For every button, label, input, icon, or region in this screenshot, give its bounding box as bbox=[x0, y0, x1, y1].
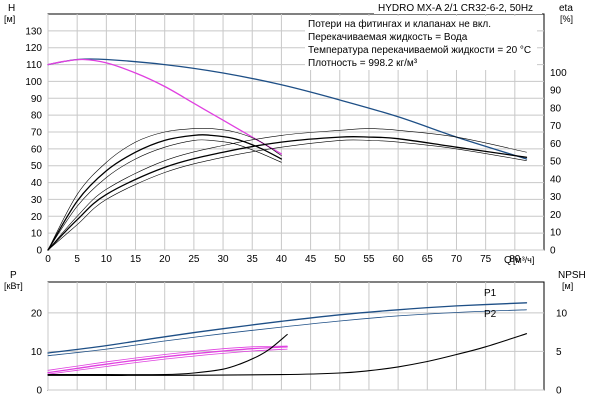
header-title-background bbox=[374, 1, 542, 14]
top-curve-1 bbox=[47, 58, 283, 155]
x-tick-label: 45 bbox=[305, 254, 317, 265]
bottom-curve-0 bbox=[47, 302, 528, 354]
bottom-curve-2 bbox=[47, 346, 288, 374]
bottom-series-group bbox=[47, 302, 528, 376]
y-left-axis-label-bottom: P bbox=[10, 270, 17, 281]
y-left-tick-label-top: 80 bbox=[31, 111, 43, 122]
bottom-curve-6 bbox=[47, 333, 528, 376]
top-curve-0 bbox=[47, 58, 528, 160]
y-right-tick-label-top: 60 bbox=[550, 139, 562, 150]
y-right-tick-label-bottom: 0 bbox=[556, 386, 562, 397]
y-left-tick-label-top: 120 bbox=[25, 43, 42, 54]
x-tick-label: 75 bbox=[480, 254, 492, 265]
y-right-tick-label-bottom: 10 bbox=[556, 308, 568, 319]
bottom-curve-3 bbox=[47, 345, 288, 371]
y-right-axis-label-bottom: NPSH bbox=[558, 270, 586, 281]
y-right-tick-label-top: 30 bbox=[550, 192, 562, 203]
y-left-tick-label-top: 70 bbox=[31, 128, 43, 139]
x-tick-label: 70 bbox=[451, 254, 463, 265]
y-left-tick-label-top: 60 bbox=[31, 144, 43, 155]
y-right-tick-label-top: 20 bbox=[550, 210, 562, 221]
y-left-tick-label-top: 130 bbox=[25, 26, 42, 37]
series-label-p2: P2 bbox=[484, 309, 497, 320]
x-tick-label: 20 bbox=[159, 254, 171, 265]
x-tick-label: 80 bbox=[509, 254, 521, 265]
y-right-axis-unit-top: [%] bbox=[560, 14, 573, 24]
y-left-tick-label-top: 10 bbox=[31, 229, 43, 240]
bottom-grid bbox=[47, 282, 544, 391]
y-left-tick-label-top: 40 bbox=[31, 178, 43, 189]
y-right-tick-label-top: 100 bbox=[550, 68, 567, 79]
y-left-axis-label-top: H bbox=[8, 3, 15, 14]
top-series-group bbox=[47, 58, 528, 251]
y-left-tick-label-top: 110 bbox=[26, 60, 42, 71]
y-left-axis-unit-top: [м] bbox=[4, 14, 15, 24]
y-right-tick-label-top: 90 bbox=[550, 86, 562, 97]
y-right-tick-label-top: 70 bbox=[550, 121, 562, 132]
bottom-curve-1 bbox=[47, 309, 527, 357]
bottom-curve-4 bbox=[47, 348, 288, 375]
x-tick-label: 30 bbox=[217, 254, 229, 265]
x-axis-label: Q bbox=[504, 255, 512, 266]
x-tick-label: 55 bbox=[363, 254, 375, 265]
note-liquid: Перекачиваемая жидкость = Вода bbox=[308, 32, 468, 43]
y-right-tick-label-top: 0 bbox=[550, 246, 556, 257]
series-label-p1: P1 bbox=[484, 288, 497, 299]
top-curve-5 bbox=[47, 135, 528, 251]
x-tick-label: 40 bbox=[276, 254, 288, 265]
y-left-tick-label-top: 90 bbox=[31, 94, 43, 105]
x-tick-label: 25 bbox=[188, 254, 200, 265]
y-left-tick-label-bottom: 10 bbox=[31, 347, 43, 358]
y-left-tick-label-top: 20 bbox=[31, 212, 43, 223]
y-left-tick-label-top: 100 bbox=[25, 77, 42, 88]
y-left-tick-label-top: 0 bbox=[36, 246, 42, 257]
y-right-tick-label-top: 40 bbox=[550, 174, 562, 185]
x-tick-label: 60 bbox=[393, 254, 405, 265]
x-tick-label: 15 bbox=[130, 254, 142, 265]
note-temperature: Температура перекачиваемой жидкости = 20… bbox=[308, 45, 531, 56]
y-right-tick-label-bottom: 5 bbox=[556, 347, 562, 358]
notes-background bbox=[305, 16, 537, 70]
y-left-axis-unit-bottom: [кВт] bbox=[4, 281, 23, 291]
top-curve-7 bbox=[47, 139, 527, 251]
top-curve-2 bbox=[47, 134, 283, 251]
note-losses: Потери на фитингах и клапанах не вкл. bbox=[308, 18, 491, 30]
note-density: Плотность = 998.2 кг/м³ bbox=[308, 58, 418, 69]
y-right-tick-label-top: 80 bbox=[550, 103, 562, 114]
y-right-tick-label-top: 50 bbox=[550, 157, 562, 168]
x-tick-label: 10 bbox=[101, 254, 113, 265]
y-left-tick-label-top: 50 bbox=[31, 161, 43, 172]
y-right-axis-unit-bottom: [м] bbox=[562, 281, 573, 291]
top-curve-6 bbox=[47, 128, 527, 251]
bottom-plot-frame bbox=[47, 281, 545, 391]
y-left-tick-label-bottom: 20 bbox=[31, 308, 43, 319]
x-tick-label: 35 bbox=[247, 254, 259, 265]
x-tick-label: 5 bbox=[74, 254, 80, 265]
header-title: HYDRO MX-A 2/1 CR32-6-2, 50Hz bbox=[378, 3, 533, 14]
x-axis-unit: [м³/ч] bbox=[513, 255, 534, 265]
bottom-curve-5 bbox=[47, 333, 288, 376]
y-left-tick-label-top: 30 bbox=[31, 195, 43, 206]
y-right-tick-label-top: 10 bbox=[550, 228, 562, 239]
x-tick-label: 0 bbox=[45, 254, 51, 265]
x-tick-label: 50 bbox=[334, 254, 346, 265]
y-right-axis-label-top: eta bbox=[559, 3, 573, 14]
top-curve-3 bbox=[47, 127, 282, 251]
y-left-tick-label-bottom: 0 bbox=[36, 386, 42, 397]
tick-labels-group: 0 5 10 15 20 25 30 35 40 45 50 55 60 65 70 75 8001020304… bbox=[25, 26, 567, 396]
x-tick-label: 65 bbox=[422, 254, 434, 265]
